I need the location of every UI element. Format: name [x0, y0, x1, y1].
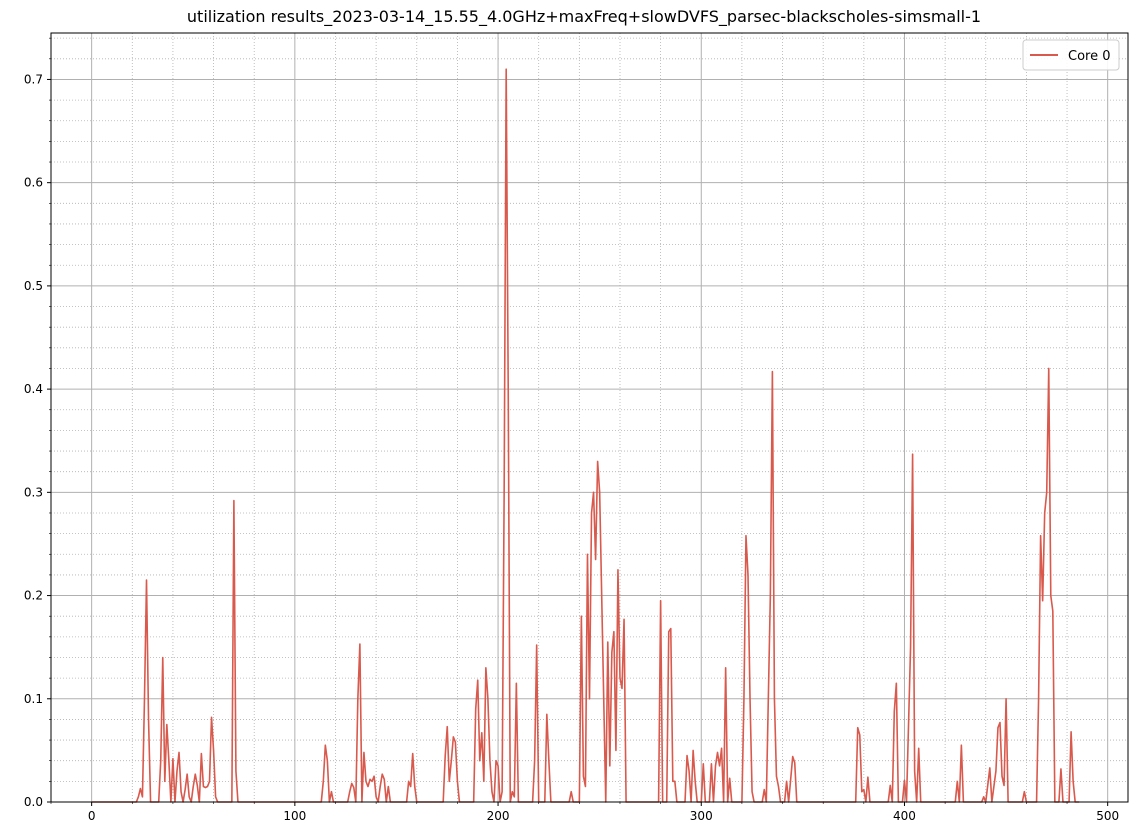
minor-gridlines	[50, 33, 1128, 802]
y-tick-label: 0.5	[24, 279, 43, 293]
y-tick-label: 0.6	[24, 176, 43, 190]
y-tick-label: 0.2	[24, 589, 43, 603]
y-tick-label: 0.4	[24, 382, 43, 396]
x-tick-label: 400	[893, 809, 916, 823]
axis-ticks: 0 100 200 300 400 500 0.0 0.1 0.2 0.3 0.4 0.5 0.6 0.7	[24, 37, 1119, 823]
x-tick-label: 200	[487, 809, 510, 823]
legend: Core 0	[1022, 39, 1120, 71]
y-tick-label: 0.0	[24, 795, 43, 809]
legend-label: Core 0	[1068, 49, 1111, 64]
y-tick-label: 0.1	[24, 692, 43, 706]
x-tick-label: 300	[690, 809, 713, 823]
legend-box	[1022, 39, 1120, 71]
x-tick-label: 0	[88, 809, 96, 823]
x-tick-label: 100	[283, 809, 306, 823]
y-tick-label: 0.3	[24, 485, 43, 499]
chart-title: utilization results_2023-03-14_15.55_4.0…	[187, 7, 981, 27]
y-tick-label: 0.7	[24, 72, 43, 86]
x-tick-label: 500	[1096, 809, 1119, 823]
plot-frame	[50, 32, 1129, 803]
